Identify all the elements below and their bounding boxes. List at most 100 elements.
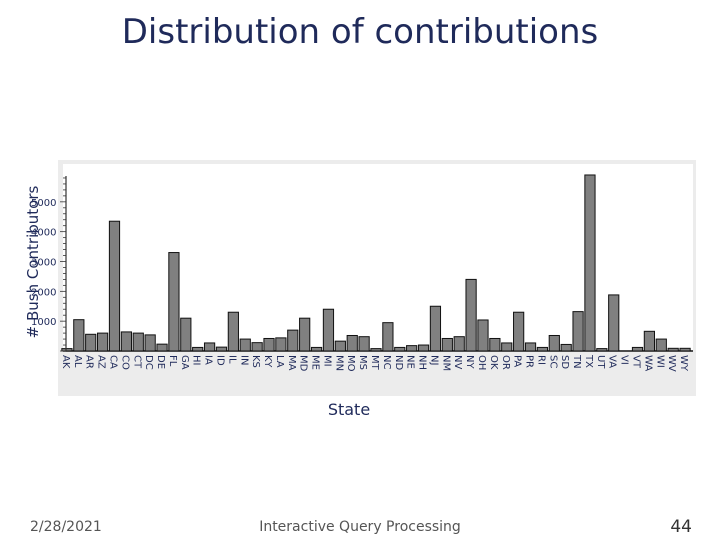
bar-or — [501, 342, 513, 352]
bar-vt — [631, 346, 644, 352]
bar-pa — [513, 311, 525, 352]
x-tick-label: SD — [559, 355, 570, 369]
x-tick-label: HI — [191, 355, 202, 365]
x-tick-label: SC — [547, 355, 558, 368]
x-tick-label: PR — [524, 355, 535, 368]
x-tick-label: MN — [333, 355, 344, 371]
x-tick-label: AZ — [96, 355, 107, 369]
x-tick-label: MO — [345, 355, 356, 372]
x-tick-label: DE — [155, 355, 166, 369]
bar-ar — [85, 333, 97, 352]
x-tick-label: NJ — [428, 355, 439, 365]
x-tick-label: PA — [512, 355, 523, 367]
bar-ca — [108, 220, 121, 352]
bar-la — [275, 337, 287, 352]
x-tick-label: WI — [654, 355, 665, 368]
bar-mn — [334, 340, 346, 352]
bar-nj — [429, 305, 442, 352]
bar-ut — [596, 348, 608, 352]
footer-title: Interactive Query Processing — [259, 519, 461, 535]
x-tick-label: CT — [131, 355, 142, 369]
bar-dc — [144, 334, 156, 352]
bar-mt — [370, 348, 382, 352]
bar-az — [96, 332, 109, 352]
x-tick-label: AR — [84, 355, 95, 369]
bar-hi — [192, 346, 204, 352]
x-tick-label: CO — [119, 355, 130, 370]
x-tick-label: NH — [417, 355, 428, 370]
x-tick-label: WY — [678, 355, 689, 372]
bar-ma — [287, 329, 299, 352]
bar-me — [310, 346, 323, 352]
x-tick-label: VI — [619, 355, 630, 365]
x-tick-label: NC — [381, 355, 392, 369]
bar-ne — [406, 345, 418, 352]
x-tick-label: RI — [535, 355, 546, 365]
bar-va — [608, 294, 620, 352]
x-axis-label: State — [328, 400, 370, 419]
bar-ga — [180, 317, 192, 352]
x-tick-label: NE — [405, 355, 416, 369]
bar-wy — [679, 347, 691, 352]
bar-in — [239, 338, 251, 352]
x-tick-label: VT — [631, 355, 642, 369]
chart-title: Distribution of contributions — [121, 12, 599, 52]
x-tick-label: FL — [167, 355, 178, 367]
x-tick-label: MS — [357, 355, 368, 370]
y-tick-label: 2000 — [31, 287, 56, 298]
footer-date: 2/28/2021 — [30, 519, 102, 535]
x-tick-label: TX — [583, 354, 594, 368]
x-tick-label: DC — [143, 355, 154, 370]
x-tick-label: ME — [310, 355, 321, 370]
x-tick-label: LA — [274, 355, 285, 368]
bar-ct — [132, 332, 144, 352]
bar-sd — [560, 343, 572, 352]
bar-wa — [643, 330, 656, 352]
bar-ks — [251, 342, 263, 352]
x-tick-label: MT — [369, 355, 380, 371]
y-axis-label: # Bush Contributors — [24, 185, 42, 338]
x-tick-label: WV — [666, 355, 677, 372]
bar-nv — [453, 336, 465, 352]
x-tick-label: IA — [203, 355, 214, 365]
bar-pr — [524, 342, 537, 352]
x-tick-label: OH — [476, 355, 487, 370]
bar-md — [299, 317, 311, 352]
x-tick-label: GA — [179, 355, 190, 370]
x-tick-label: IN — [238, 355, 249, 365]
bar-wv — [667, 347, 679, 352]
bar-mo — [346, 334, 358, 352]
x-tick-label: NV — [452, 355, 463, 369]
bar-de — [156, 343, 168, 352]
bar-ms — [358, 336, 370, 352]
x-tick-label: UT — [595, 355, 606, 369]
bar-sc — [548, 334, 560, 352]
y-tick-label: 1000 — [31, 317, 56, 328]
bar-nd — [394, 346, 406, 352]
bar-nm — [441, 337, 453, 352]
x-tick-label: AK — [60, 355, 71, 369]
x-tick-label: OR — [500, 355, 511, 370]
plot-panel — [63, 164, 693, 352]
bar-ia — [203, 342, 216, 352]
bar-co — [120, 331, 132, 352]
bar-id — [215, 346, 228, 352]
bar-ak — [61, 348, 73, 352]
bar-fl — [168, 252, 180, 352]
x-tick-label: ND — [393, 355, 404, 370]
y-tick-label: 3000 — [31, 258, 56, 269]
bar-ok — [489, 337, 501, 352]
x-tick-label: NM — [440, 355, 451, 371]
bar-ri — [536, 346, 549, 352]
page-number: 44 — [670, 517, 692, 537]
bar-ny — [465, 278, 477, 352]
bar-mi — [322, 308, 335, 352]
bar-nh — [417, 344, 430, 352]
x-tick-label: MI — [321, 355, 332, 367]
x-tick-label: MD — [298, 355, 309, 372]
x-tick-label: AL — [72, 355, 83, 368]
x-tick-label: VA — [607, 355, 618, 368]
x-tick-label: OK — [488, 355, 499, 370]
